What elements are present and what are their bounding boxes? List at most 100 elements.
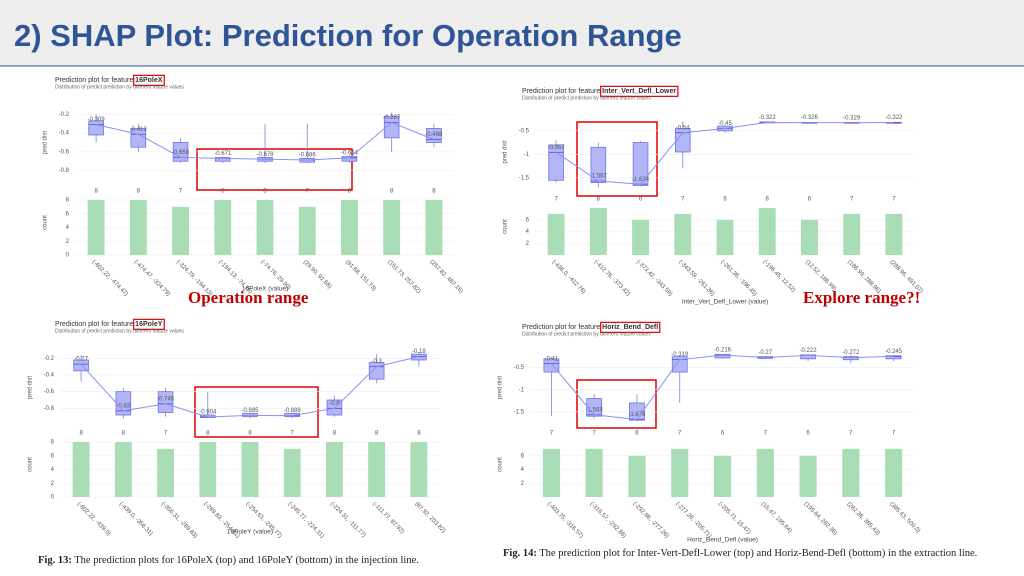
count-bar: [368, 442, 386, 497]
bin-label: (282.36, 385.43): [845, 501, 880, 536]
box: [629, 402, 645, 421]
title-bar: [0, 0, 1024, 66]
box: [214, 157, 231, 162]
count-label: 8: [375, 431, 379, 437]
plot-feature: Inter_Vert_Defl_Lower: [602, 88, 676, 95]
count-bar: [628, 455, 646, 497]
y-tick-label: -0.5: [514, 365, 525, 371]
box: [800, 354, 816, 360]
count-bar: [713, 455, 732, 497]
bin-label: (-403.75, -316.57): [546, 501, 584, 539]
plot-title-prefix: Prediction plot for feature: [522, 88, 600, 95]
bin-label: (-602.22, -474.47): [91, 259, 129, 297]
count-label: 8: [263, 189, 267, 195]
count-label: 7: [849, 431, 853, 437]
y-tick-label: 6: [66, 211, 70, 217]
count-label: 6: [723, 197, 727, 203]
bin-label: (-316.57, -292.86): [589, 501, 627, 539]
plot-subtitle: Distribution of predict prediction by di…: [55, 328, 184, 334]
median-label: -0.3: [371, 359, 382, 365]
x-axis-label: Horiz_Bend_Defl (value): [687, 537, 758, 544]
median-label: -0.83: [116, 403, 130, 409]
median-line: [80, 356, 420, 418]
box: [548, 144, 564, 181]
y-axis-label: pred dist: [28, 376, 34, 399]
bin-label: (385.43, 500.0): [888, 501, 921, 534]
median-label: -0.322: [759, 115, 777, 121]
box: [671, 356, 688, 373]
box: [586, 398, 603, 417]
bin-label: (257.82, 487.16): [428, 259, 463, 294]
y-axis-label: count: [503, 219, 509, 234]
y-axis-label: count: [28, 457, 34, 472]
count-label: 8: [333, 431, 337, 437]
slide-title: 2) SHAP Plot: Prediction for Operation R…: [14, 18, 682, 53]
count-bar: [589, 208, 607, 255]
y-tick-label: 0: [51, 495, 55, 501]
bin-label: (-224.31, -111.77): [329, 501, 367, 539]
plot-subtitle: Distribution of predict prediction by di…: [522, 331, 651, 337]
median-label: -0.245: [885, 349, 903, 355]
median-label: -1.568: [586, 407, 604, 413]
feature-highlight: [600, 85, 679, 97]
count-label: 7: [550, 431, 554, 437]
count-label: 8: [390, 189, 394, 195]
count-label: 7: [164, 431, 168, 437]
count-bar: [298, 206, 316, 255]
count-bar: [843, 213, 861, 255]
bin-label: (-277.26, -205.71): [674, 501, 712, 539]
bin-label: (-474.47, -324.79): [133, 259, 171, 297]
count-label: 7: [678, 431, 682, 437]
count-bar: [799, 455, 817, 497]
count-bar: [671, 448, 689, 497]
y-axis-label: pred dist: [503, 140, 509, 163]
count-bar: [256, 200, 274, 255]
median-label: -1.567: [590, 174, 608, 180]
median-label: -0.222: [800, 348, 818, 354]
median-label: -0.27: [74, 357, 88, 363]
plot-title-prefix: Prediction plot for feature: [55, 77, 133, 84]
plot-title-prefix: Prediction plot for feature: [55, 321, 133, 328]
count-label: 7: [306, 189, 310, 195]
y-tick-label: -1.5: [519, 175, 530, 181]
count-bar: [632, 219, 649, 255]
median-label: -0.216: [714, 348, 732, 354]
y-axis-label: count: [43, 215, 49, 230]
y-tick-label: 6: [51, 453, 55, 459]
count-label: 8: [348, 189, 352, 195]
feature-highlight: [600, 321, 661, 333]
y-tick-label: 4: [51, 467, 55, 473]
annotation: Operation range: [188, 288, 309, 307]
median-label: -0.671: [214, 151, 232, 157]
y-tick-label: 2: [51, 481, 55, 487]
count-label: 7: [291, 431, 295, 437]
box: [326, 399, 343, 416]
median-label: -0.45: [718, 121, 732, 127]
box: [842, 356, 859, 361]
count-label: 7: [592, 431, 596, 437]
y-tick-label: 8: [51, 440, 55, 446]
y-tick-label: -0.8: [44, 406, 55, 412]
annotation: Explore range?!: [803, 288, 920, 307]
caption-text: The prediction plots for 16PoleX (top) a…: [74, 555, 419, 566]
y-tick-label: -0.6: [44, 389, 55, 395]
y-tick-label: 2: [66, 239, 70, 245]
y-tick-label: -1: [519, 387, 525, 393]
box: [590, 146, 607, 183]
caption-label: Fig. 14:: [503, 548, 537, 559]
count-bar: [72, 442, 90, 497]
box: [632, 142, 649, 186]
box: [172, 142, 189, 162]
y-tick-label: 6: [526, 217, 530, 223]
bin-label: (-292.86, -277.26): [631, 501, 669, 539]
median-label: -0.54: [676, 125, 690, 131]
count-label: 8: [122, 431, 126, 437]
median-label: -0.412: [130, 127, 148, 133]
count-bar: [114, 442, 132, 497]
bin-label: (87.92, 203.82): [413, 501, 446, 534]
box: [885, 355, 902, 360]
median-label: -0.287: [383, 115, 401, 121]
box: [341, 156, 358, 162]
plot-feature: 16PoleY: [135, 321, 163, 328]
